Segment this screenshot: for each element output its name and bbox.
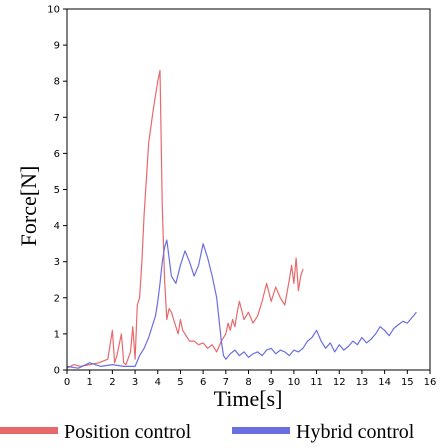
series-line-position-control	[66, 69, 304, 369]
legend-label-hybrid-control: Hybrid control	[296, 421, 415, 443]
y-axis-label: Force[N]	[16, 166, 41, 247]
y-tick-label: 1	[54, 329, 60, 340]
y-tick-label: 0	[54, 366, 60, 377]
y-tick-label: 6	[54, 149, 60, 160]
y-tick-label: 5	[54, 185, 60, 196]
x-tick-label: 10	[288, 377, 301, 388]
x-tick-label: 7	[223, 377, 229, 388]
x-tick-label: 3	[132, 377, 138, 388]
x-tick-label: 12	[333, 377, 346, 388]
legend-swatch-position-control	[0, 427, 58, 434]
x-tick-label: 11	[310, 377, 323, 388]
y-tick-label: 8	[54, 77, 60, 88]
y-tick-label: 3	[54, 257, 60, 268]
x-tick-label: 6	[200, 377, 206, 388]
series-line-hybrid-control	[66, 239, 417, 369]
y-tick-label: 9	[54, 41, 60, 52]
x-axis-label: Time[s]	[214, 386, 283, 411]
y-tick-label: 7	[54, 113, 60, 124]
y-tick-label: 4	[54, 221, 60, 232]
x-tick-label: 5	[177, 377, 183, 388]
x-tick-label: 2	[109, 377, 115, 388]
x-tick-label: 13	[356, 377, 369, 388]
legend: Position control Hybrid control	[0, 421, 415, 443]
legend-swatch-hybrid-control	[232, 427, 290, 434]
x-tick-label: 4	[155, 377, 161, 388]
x-tick-label: 16	[424, 377, 437, 388]
x-tick-label: 8	[245, 377, 251, 388]
y-tick-label: 10	[47, 5, 60, 16]
x-tick-label: 14	[378, 377, 391, 388]
x-tick-label: 15	[401, 377, 414, 388]
x-tick-label: 9	[268, 377, 274, 388]
plot-frame	[66, 8, 431, 371]
plot-area	[66, 69, 417, 369]
x-tick-label: 0	[64, 377, 70, 388]
y-tick-label: 2	[54, 293, 60, 304]
legend-label-position-control: Position control	[64, 421, 192, 443]
x-tick-label: 1	[87, 377, 93, 388]
